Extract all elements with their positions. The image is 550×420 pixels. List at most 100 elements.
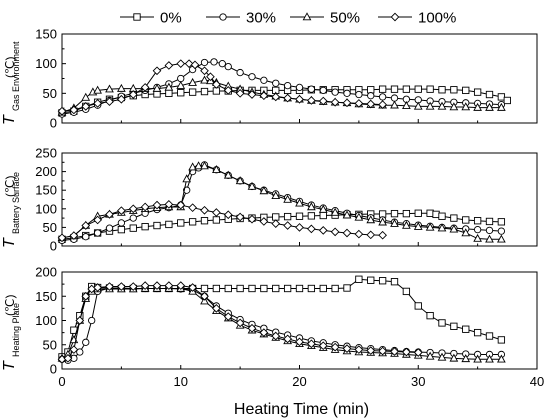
data-point-diamond <box>176 59 186 69</box>
data-point-diamond <box>75 316 85 325</box>
y-axis-label-main: T <box>1 360 18 371</box>
data-point-diamond <box>366 346 376 355</box>
y-tick-label: 100 <box>35 313 57 328</box>
data-point-diamond <box>128 90 138 99</box>
data-point-diamond <box>93 215 102 225</box>
data-point-square <box>473 328 482 337</box>
data-point-square <box>390 278 399 286</box>
data-point-circle <box>283 81 292 90</box>
data-point-diamond <box>235 318 245 328</box>
data-point-diamond <box>330 97 340 107</box>
data-point-triangle <box>449 102 459 111</box>
data-point-circle <box>224 62 232 71</box>
data-point-triangle <box>283 194 292 203</box>
data-point-diamond <box>57 106 67 116</box>
legend-label: 100% <box>418 10 456 27</box>
data-point-square <box>438 212 446 220</box>
data-point-triangle <box>212 165 221 173</box>
data-point-diamond <box>152 200 162 210</box>
y-tick-label: 0 <box>50 116 57 131</box>
data-point-diamond <box>140 202 150 212</box>
y-tick-label: 50 <box>43 337 57 352</box>
legend-label: 30% <box>246 10 276 27</box>
data-point-diamond <box>342 98 352 108</box>
x-tick-label: 20 <box>292 374 306 389</box>
data-point-circle <box>319 86 327 95</box>
data-point-square <box>367 86 375 94</box>
data-point-triangle <box>105 84 114 93</box>
data-point-diamond <box>295 223 304 232</box>
y-axis-label-main: T <box>1 237 18 248</box>
y-tick-label: 50 <box>43 220 57 235</box>
series-line-30% <box>61 287 502 361</box>
data-point-diamond <box>330 227 340 237</box>
data-point-square <box>462 86 470 95</box>
data-point-circle <box>177 74 185 83</box>
data-point-circle <box>343 89 351 97</box>
data-point-circle <box>485 226 494 235</box>
data-point-triangle <box>271 191 281 200</box>
data-point-diamond <box>342 228 352 238</box>
y-tick-label: 50 <box>43 86 57 101</box>
data-point-triangle <box>437 101 447 110</box>
data-point-circle <box>331 88 339 96</box>
data-point-square <box>319 284 327 293</box>
data-point-diamond <box>152 281 162 290</box>
data-point-triangle <box>295 198 304 207</box>
data-point-diamond <box>140 83 150 92</box>
data-point-square <box>402 209 411 218</box>
series-line-50% <box>61 79 502 113</box>
data-point-diamond <box>271 92 281 102</box>
data-point-triangle <box>259 186 269 195</box>
data-point-square <box>177 89 185 97</box>
data-point-triangle <box>152 83 162 92</box>
legend-label: 0% <box>160 10 182 27</box>
data-point-triangle <box>93 85 102 94</box>
data-point-circle <box>218 60 226 68</box>
data-point-diamond <box>223 86 233 95</box>
data-point-diamond <box>307 339 316 349</box>
data-point-diamond <box>390 347 399 356</box>
data-point-square <box>224 284 232 293</box>
data-point-triangle <box>390 218 399 227</box>
y-tick-label: 100 <box>35 201 57 216</box>
data-point-diamond <box>271 219 281 229</box>
data-point-triangle <box>437 352 447 361</box>
data-point-circle <box>260 76 268 84</box>
data-point-circle <box>210 58 218 66</box>
data-point-square <box>212 284 221 293</box>
data-point-diamond <box>402 347 411 357</box>
data-point-diamond <box>81 291 91 301</box>
data-point-diamond <box>354 99 364 108</box>
data-point-diamond <box>259 217 269 226</box>
data-point-triangle <box>425 101 435 110</box>
data-point-diamond <box>342 344 352 353</box>
y-tick-label: 150 <box>35 183 57 198</box>
y-tick-label: 200 <box>35 265 57 280</box>
data-point-diamond <box>93 99 102 108</box>
data-point-diamond <box>57 233 67 243</box>
data-point-triangle <box>402 101 411 110</box>
data-point-triangle <box>307 202 316 211</box>
data-point-square <box>212 216 221 224</box>
data-point-square <box>165 220 173 229</box>
data-point-diamond <box>295 94 304 104</box>
data-point-diamond <box>413 348 423 357</box>
data-point-square <box>438 86 446 94</box>
y-axis-label-sub: Battery Surface <box>11 172 21 234</box>
data-point-triangle <box>437 223 447 232</box>
data-point-diamond <box>176 281 186 290</box>
data-point-diamond <box>235 88 245 98</box>
data-point-circle <box>497 227 506 235</box>
data-point-square <box>390 85 399 93</box>
data-point-triangle <box>461 354 471 363</box>
data-point-diamond <box>81 221 91 230</box>
data-point-diamond <box>206 72 215 82</box>
data-point-circle <box>105 224 114 232</box>
data-point-diamond <box>164 281 174 290</box>
data-point-diamond <box>247 90 257 99</box>
data-point-square <box>503 96 511 105</box>
data-point-diamond <box>295 337 304 347</box>
data-point-diamond <box>212 304 221 313</box>
